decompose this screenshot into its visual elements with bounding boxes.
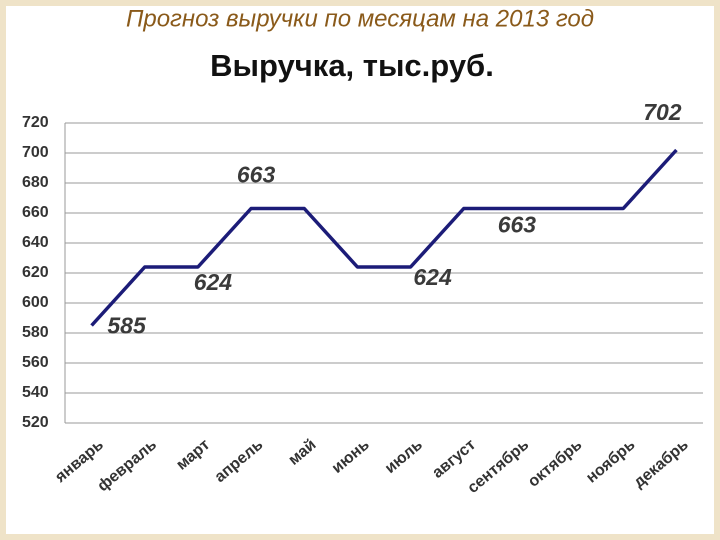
data-label: 663 <box>498 212 537 238</box>
x-tick-label: июль <box>382 436 426 477</box>
x-tick-label: июнь <box>329 436 373 477</box>
y-tick-label: 560 <box>22 354 49 371</box>
data-label: 624 <box>194 269 233 295</box>
series-line <box>90 148 678 327</box>
y-tick-label: 640 <box>22 234 49 251</box>
y-tick-label: 600 <box>22 294 49 311</box>
y-tick-label: 660 <box>22 204 49 221</box>
data-label: 585 <box>107 313 147 339</box>
data-label: 663 <box>237 162 276 188</box>
x-tick-label: октябрь <box>525 436 585 491</box>
x-tick-label: август <box>429 436 479 482</box>
y-tick-label: 620 <box>22 264 49 281</box>
x-tick-label: апрель <box>212 436 267 486</box>
y-tick-label: 720 <box>22 114 49 131</box>
y-tick-label: 540 <box>22 384 49 401</box>
data-label: 702 <box>643 99 682 125</box>
x-tick-label: февраль <box>95 436 161 495</box>
y-tick-label: 680 <box>22 174 49 191</box>
data-label: 624 <box>413 264 452 290</box>
slide-title: Прогноз выручки по месяцам на 2013 год <box>126 5 594 32</box>
x-tick-label: март <box>173 436 213 474</box>
x-tick-label: декабрь <box>631 436 692 491</box>
x-tick-label: май <box>285 436 319 469</box>
chart-title: Выручка, тыс.руб. <box>210 48 494 83</box>
y-tick-label: 700 <box>22 144 49 161</box>
y-tick-label: 520 <box>22 414 49 431</box>
y-tick-label: 580 <box>22 324 49 341</box>
